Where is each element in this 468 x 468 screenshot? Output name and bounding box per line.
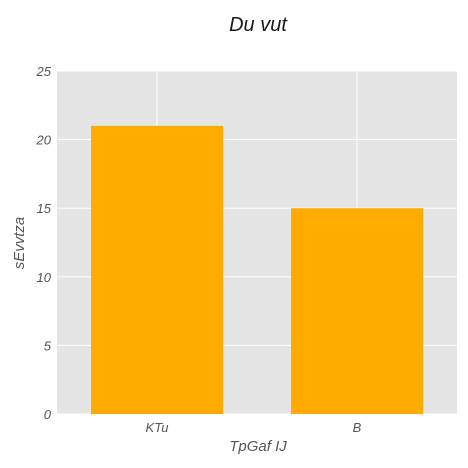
x-tick-label: KTu [146,420,169,435]
y-tick-label: 10 [37,270,52,285]
y-tick-label: 5 [44,338,52,353]
y-tick-label: 15 [37,201,52,216]
x-axis-ticks: KTu B [146,420,362,435]
chart-title: Du vut [229,14,288,36]
x-axis-label: TpGaf IJ [229,438,287,455]
bars [91,125,423,414]
y-axis-ticks: 0 5 10 15 20 25 [36,64,52,422]
bar-ktu [91,125,223,414]
y-tick-label: 20 [36,133,52,148]
bar-b [291,208,423,414]
y-tick-label: 0 [44,407,52,422]
y-axis-label: sEvvtza [11,217,28,270]
x-tick-label: B [353,420,362,435]
y-tick-label: 25 [36,64,52,79]
